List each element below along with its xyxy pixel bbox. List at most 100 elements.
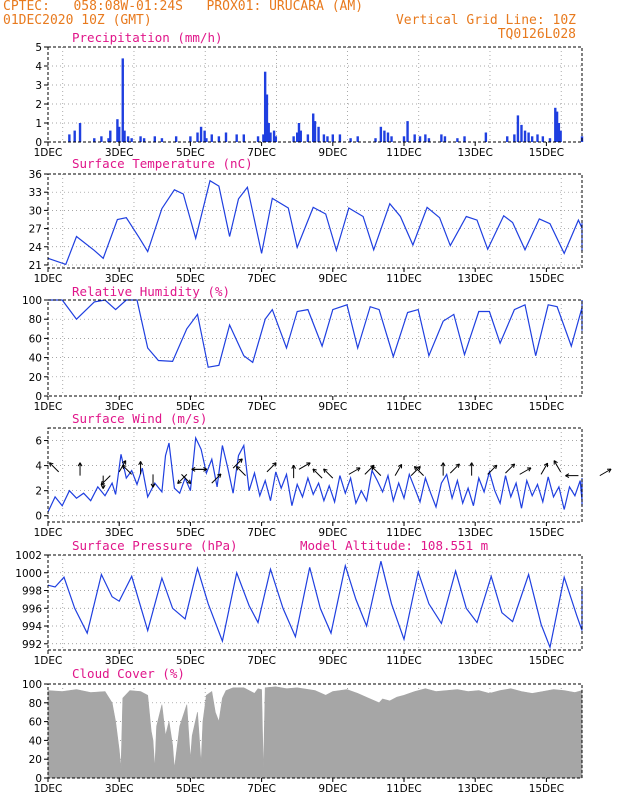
x-tick-label: 9DEC xyxy=(318,655,347,667)
x-tick-label: 9DEC xyxy=(318,527,347,539)
cloud-cover-area xyxy=(47,686,583,779)
wind-arrow-head xyxy=(323,468,326,473)
precip-bar xyxy=(121,58,124,142)
precip-bar xyxy=(317,126,320,142)
precip-bar xyxy=(116,119,119,142)
wind-arrow-head xyxy=(323,468,328,471)
precip-bar xyxy=(555,111,559,142)
wind-arrow-head xyxy=(565,475,570,478)
precip-bar xyxy=(383,130,386,142)
wind-arrow xyxy=(323,468,334,479)
precip-bar xyxy=(406,121,409,142)
x-tick-label: 7DEC xyxy=(247,273,276,285)
precip-bar xyxy=(463,136,466,142)
precip-bar xyxy=(205,138,208,142)
x-tick-label: 11DEC xyxy=(386,147,421,159)
y-tick-label: 80 xyxy=(29,314,42,326)
wind-arrow-head xyxy=(312,468,317,471)
y-tick-label: 3 xyxy=(35,80,42,92)
y-tick-label: 0 xyxy=(35,137,42,149)
precip-bar xyxy=(331,134,334,142)
precip-bar xyxy=(513,134,516,142)
wind-arrow-head xyxy=(371,465,376,469)
x-tick-label: 3DEC xyxy=(105,147,134,159)
y-tick-label: 24 xyxy=(29,242,43,254)
series-line xyxy=(48,299,583,368)
x-tick-label: 11DEC xyxy=(386,401,421,413)
x-tick-label: 15DEC xyxy=(529,273,564,285)
x-tick-label: 7DEC xyxy=(247,655,276,667)
precip-bar xyxy=(118,126,121,142)
wind-arrow-head xyxy=(457,463,460,468)
y-tick-label: 33 xyxy=(29,187,42,199)
wind-arrow-head xyxy=(371,466,374,471)
wind-arrow-head xyxy=(191,467,196,470)
precip-bar xyxy=(142,138,146,142)
wind-arrow xyxy=(211,473,222,484)
precip-bar xyxy=(374,138,377,142)
precip-bar xyxy=(413,134,416,142)
wind-arrow xyxy=(100,475,111,486)
wind-arrow-head xyxy=(240,458,243,463)
x-tick-label: 7DEC xyxy=(247,783,276,795)
precip-bar xyxy=(78,123,82,142)
wind-arrow-head xyxy=(510,463,515,466)
precip-bar xyxy=(292,136,295,142)
precip-bar xyxy=(299,130,302,142)
precip-bar xyxy=(536,134,539,142)
precip-bar xyxy=(322,134,326,142)
precip-bar xyxy=(520,124,523,142)
wind-arrow-head xyxy=(238,458,243,461)
wind-arrow xyxy=(414,466,424,476)
precip-bar xyxy=(296,132,299,142)
y-tick-label: 100 xyxy=(22,295,42,307)
y-tick-label: 2 xyxy=(35,99,42,111)
wind-arrow-head xyxy=(293,464,296,469)
precip-bar xyxy=(263,71,267,142)
wind-arrow-head xyxy=(513,463,516,468)
wind-arrow-head xyxy=(608,468,612,473)
x-tick-label: 9DEC xyxy=(318,783,347,795)
y-tick-label: 21 xyxy=(29,260,42,272)
precip-bar xyxy=(210,134,213,142)
x-tick-label: 3DEC xyxy=(105,655,134,667)
precip-bar xyxy=(379,126,383,142)
wind-arrow xyxy=(181,474,192,484)
precip-bar xyxy=(224,132,228,142)
y-tick-label: 2 xyxy=(35,486,42,498)
precip-bar xyxy=(297,123,301,142)
x-tick-label: 1DEC xyxy=(34,273,63,285)
wind-arrow xyxy=(298,462,311,470)
wind-arrow-head xyxy=(370,464,375,467)
x-tick-label: 1DEC xyxy=(34,783,63,795)
y-tick-label: 60 xyxy=(29,717,42,729)
wind-arrow-head xyxy=(122,460,126,464)
x-tick-label: 9DEC xyxy=(318,273,347,285)
wind-arrow-head xyxy=(440,462,444,467)
x-tick-label: 3DEC xyxy=(105,783,134,795)
precip-bar xyxy=(265,94,269,142)
wind-arrow-head xyxy=(492,464,497,467)
wind-arrow xyxy=(122,464,133,475)
wind-arrow xyxy=(232,458,243,469)
precip-bar xyxy=(262,134,265,142)
x-tick-label: 5DEC xyxy=(176,527,205,539)
precip-bar xyxy=(107,138,110,142)
precip-bar xyxy=(100,136,103,142)
wind-arrow-head xyxy=(49,462,54,465)
precip-bar xyxy=(269,132,272,142)
wind-arrow-head xyxy=(100,480,103,485)
y-tick-label: 40 xyxy=(29,735,42,747)
x-tick-label: 13DEC xyxy=(457,147,492,159)
wind-arrow xyxy=(348,467,361,475)
wind-arrow-head xyxy=(79,462,83,467)
wind-arrow xyxy=(394,464,403,476)
wind-arrow-head xyxy=(495,465,498,470)
precip-bar xyxy=(267,123,270,142)
wind-arrow-head xyxy=(469,462,473,467)
x-tick-label: 11DEC xyxy=(386,527,421,539)
y-tick-label: 0 xyxy=(35,511,42,523)
header-date: 01DEC2020 10Z (GMT) xyxy=(3,13,152,28)
x-tick-label: 1DEC xyxy=(34,147,63,159)
y-tick-label: 5 xyxy=(35,42,42,54)
